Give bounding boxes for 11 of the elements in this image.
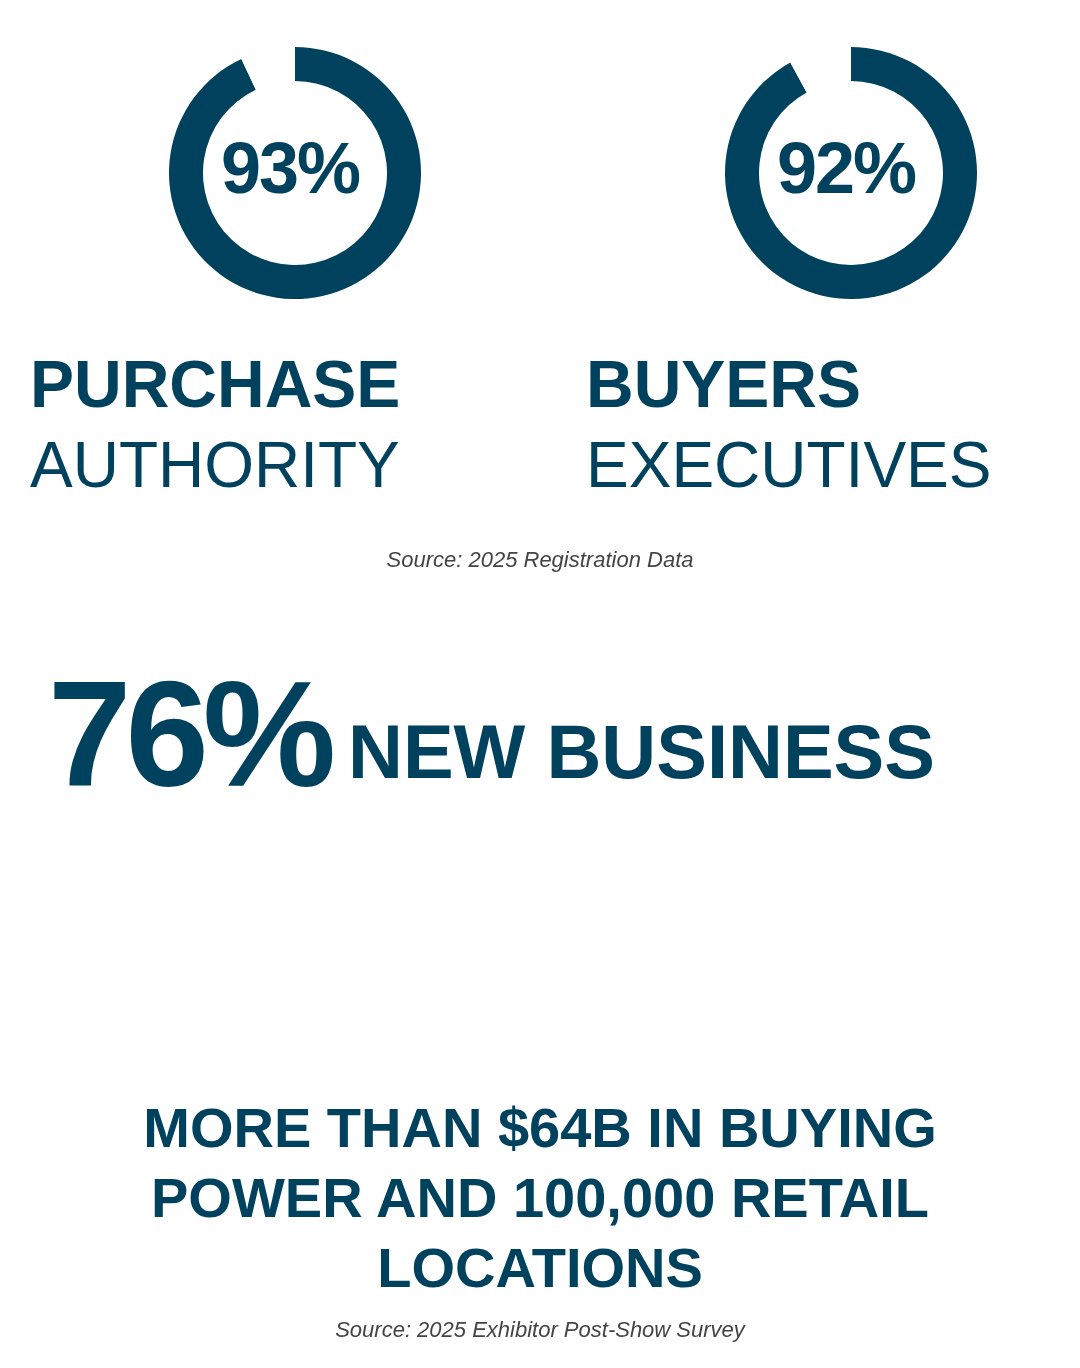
text: NEW BUSINESS [348,708,935,795]
text: AUTHORITY [30,428,400,502]
text: EXECUTIVES [586,428,992,502]
text: 76% [48,649,331,820]
source-note: Source: 2025 Exhibitor Post-Show Survey [334,1317,747,1343]
text: PURCHASE [30,346,401,422]
data-label: 92% [775,127,917,210]
source-note: Source: 2025 Registration Data [385,547,695,573]
data-label: 93% [219,127,361,210]
text: BUYERS [586,346,862,422]
text: MORE THAN $64B IN BUYING POWER AND 100,000 RETAIL LOCATIONS [142,1095,938,1301]
